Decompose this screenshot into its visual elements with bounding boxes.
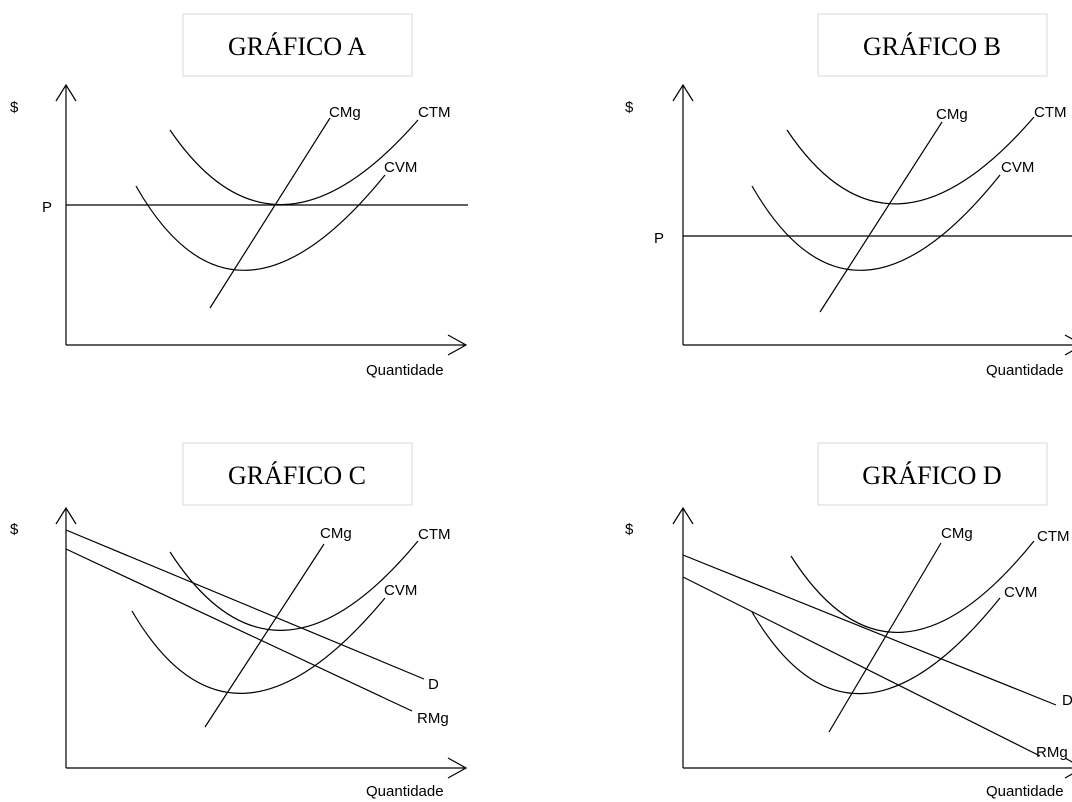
graph-b-ctm-label: CTM: [1034, 104, 1067, 121]
graph-b-cvm-curve: [751, 174, 1001, 271]
graph-d-marginal-revenue-label: RMg: [1036, 744, 1068, 761]
graph-c-x-axis-label: Quantidade: [366, 783, 444, 800]
graph-c-ctm-label: CTM: [418, 526, 451, 543]
graph-a-y-axis-label: $: [10, 99, 19, 116]
graph-b-y-axis-label: $: [625, 99, 634, 116]
graph-d-demand-line: [682, 554, 1057, 706]
graph-a-cvm-curve: [135, 174, 386, 271]
graph-c-cmg-curve: [204, 543, 325, 728]
graph-b-price-label: P: [654, 230, 664, 247]
graph-d-ctm-label: CTM: [1037, 528, 1070, 545]
graph-d-ctm-curve: [790, 540, 1035, 634]
graph-c-demand-line: [65, 529, 425, 680]
graph-d-title: GRÁFICO D: [862, 461, 1001, 490]
graph-a-title-box: [182, 13, 413, 77]
graph-b-cmg-curve: [819, 121, 943, 313]
graph-d-demand-label: D: [1062, 692, 1072, 709]
graph-b-x-axis: [683, 334, 1072, 356]
graph-a-price-label: P: [42, 199, 52, 216]
graph-c-cvm-label: CVM: [384, 582, 417, 599]
graph-b-title: GRÁFICO B: [863, 32, 1001, 61]
graph-c-marginal-revenue-line: [65, 548, 413, 712]
graph-c-demand-label: D: [428, 676, 439, 693]
graph-a-cmg-label: CMg: [329, 104, 361, 121]
graph-a-cvm-label: CVM: [384, 159, 417, 176]
graph-c-marginal-revenue-label: RMg: [417, 710, 449, 727]
graph-a-y-axis: [55, 83, 77, 345]
graph-a-x-axis: [66, 334, 468, 356]
graph-a-x-axis-label: Quantidade: [366, 362, 444, 379]
graph-d-y-axis: [672, 506, 694, 768]
graph-a-cmg-curve: [209, 117, 331, 309]
graph-b-title-box: [817, 13, 1048, 77]
graph-b-ctm-curve: [786, 116, 1035, 205]
graph-b-y-axis: [672, 83, 694, 345]
graph-a-ctm-curve: [169, 119, 419, 206]
graph-c-x-axis: [66, 757, 468, 779]
graph-d-x-axis: [683, 757, 1072, 779]
graph-d-cmg-label: CMg: [941, 525, 973, 542]
graph-c-title-box: [182, 442, 413, 506]
graph-b: GRÁFICO B $ Quantidade P CMg CTM CVM: [625, 13, 1072, 379]
graph-d-title-box: [817, 442, 1048, 506]
graph-d-cmg-curve: [828, 542, 942, 733]
graph-d-cvm-label: CVM: [1004, 584, 1037, 601]
graph-d: GRÁFICO D $ Quantidade CMg CTM CVM D RMg: [625, 442, 1072, 800]
graph-c-y-axis-label: $: [10, 521, 19, 538]
graph-c-y-axis: [55, 506, 77, 768]
graph-c: GRÁFICO C $ Quantidade CMg CTM CVM D RMg: [10, 442, 468, 800]
graph-c-cmg-label: CMg: [320, 525, 352, 542]
graph-b-x-axis-label: Quantidade: [986, 362, 1064, 379]
graph-d-x-axis-label: Quantidade: [986, 783, 1064, 800]
graph-b-cmg-label: CMg: [936, 106, 968, 123]
graph-c-cvm-curve: [131, 597, 386, 694]
graph-c-ctm-curve: [169, 540, 419, 631]
graph-b-cvm-label: CVM: [1001, 159, 1034, 176]
graph-d-cvm-curve: [751, 597, 1001, 695]
graph-a-title: GRÁFICO A: [228, 32, 366, 61]
graph-d-y-axis-label: $: [625, 521, 634, 538]
graph-a: GRÁFICO A $ Quantidade P CMg CTM CVM: [10, 13, 468, 379]
graph-c-title: GRÁFICO C: [228, 461, 366, 490]
graph-a-ctm-label: CTM: [418, 104, 451, 121]
graph-d-marginal-revenue-line: [682, 576, 1041, 757]
